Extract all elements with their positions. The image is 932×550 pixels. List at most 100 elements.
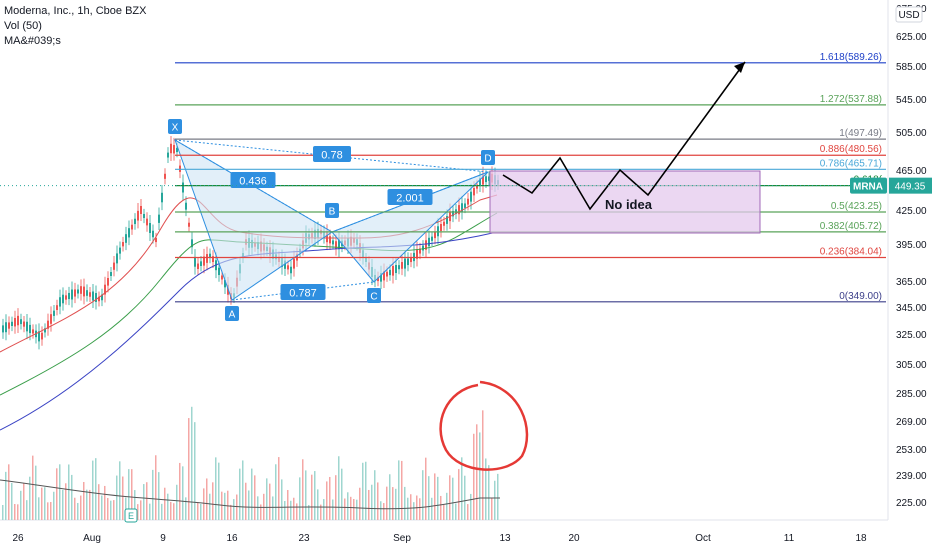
candle-body xyxy=(200,261,202,266)
volume-bar xyxy=(11,482,13,520)
candle-body xyxy=(398,265,400,270)
candle-body xyxy=(122,242,124,247)
candle-body xyxy=(26,321,28,332)
candle-body xyxy=(182,182,184,193)
volume-bar xyxy=(113,500,115,520)
candle-body xyxy=(20,319,22,325)
candle-body xyxy=(50,314,52,324)
candle-body xyxy=(212,256,214,263)
candle-body xyxy=(422,245,424,251)
volume-bar xyxy=(197,502,199,520)
volume-bar xyxy=(428,476,430,520)
pattern-point-label: D xyxy=(484,154,491,165)
price-tick-label: 305.00 xyxy=(896,360,927,371)
candle-body xyxy=(401,262,403,269)
volume-bar xyxy=(8,464,10,520)
candle-body xyxy=(485,176,487,183)
volume-bar xyxy=(167,493,169,520)
volume-bar xyxy=(221,491,223,520)
volume-bar xyxy=(110,500,112,520)
pattern-bcd-triangle xyxy=(331,171,489,283)
moving-averages-label[interactable]: MA&#039;s xyxy=(4,35,61,47)
candle-body xyxy=(71,289,73,300)
volume-bar xyxy=(236,494,238,520)
fib-level-label: 0.5(423.25) xyxy=(831,201,882,212)
candle-body xyxy=(170,143,172,154)
volume-bar xyxy=(437,476,439,520)
volume-bar xyxy=(275,464,277,520)
volume-bar xyxy=(380,501,382,520)
candle-body xyxy=(380,273,382,282)
fib-level-label: 1.618(589.26) xyxy=(820,52,882,63)
volume-bar xyxy=(17,504,19,520)
pattern-point-label: B xyxy=(329,207,336,218)
volume-bar xyxy=(29,476,31,520)
price-tick-label: 325.00 xyxy=(896,330,927,341)
candle-body xyxy=(23,321,25,327)
volume-bar xyxy=(440,495,442,520)
volume-bar xyxy=(143,484,145,520)
candle-body xyxy=(176,147,178,153)
volume-bar xyxy=(149,503,151,520)
candle-body xyxy=(167,152,169,158)
candle-body xyxy=(41,332,43,340)
candle-body xyxy=(137,210,139,221)
fib-level-label: 0(349.00) xyxy=(839,291,882,302)
candle-body xyxy=(59,297,61,307)
volume-bar xyxy=(314,471,316,520)
volume-bar xyxy=(386,486,388,520)
volume-bar xyxy=(425,457,427,520)
candle-body xyxy=(473,187,475,196)
candle-body xyxy=(107,278,109,286)
time-tick-label: Oct xyxy=(695,533,711,544)
candle-body xyxy=(29,324,31,334)
volume-bar xyxy=(152,469,154,520)
volume-bar xyxy=(230,504,232,520)
candle-body xyxy=(290,266,292,274)
candle-body xyxy=(425,240,427,250)
candle-body xyxy=(482,174,484,185)
volume-bars-group xyxy=(2,406,499,520)
price-tick-label: 425.00 xyxy=(896,206,927,217)
candle-body xyxy=(458,205,460,215)
volume-bar xyxy=(482,410,484,520)
volume-bar xyxy=(326,481,328,520)
volume-bar xyxy=(401,460,403,520)
projection-path xyxy=(502,61,746,211)
volume-bar xyxy=(374,470,376,520)
last-price-badge xyxy=(889,177,932,194)
volume-bar xyxy=(341,468,343,520)
volume-bar xyxy=(320,504,322,520)
volume-bar xyxy=(359,487,361,520)
earnings-event-icon: E xyxy=(128,511,134,521)
volume-bar xyxy=(71,474,73,520)
volume-bar xyxy=(257,496,259,520)
time-tick-label: Sep xyxy=(393,533,411,544)
volume-bar xyxy=(248,490,250,520)
candle-body xyxy=(440,224,442,231)
candle-body xyxy=(47,320,49,329)
volume-bar xyxy=(92,460,94,520)
volume-bar xyxy=(476,424,478,520)
candle-body xyxy=(293,258,295,269)
candle-body xyxy=(149,223,151,233)
volume-indicator-label[interactable]: Vol (50) xyxy=(4,20,42,32)
candle-body xyxy=(428,237,430,247)
volume-bar xyxy=(14,504,16,520)
price-tick-label: 285.00 xyxy=(896,389,927,400)
volume-bar xyxy=(254,475,256,520)
candle-body xyxy=(164,173,166,179)
volume-bar xyxy=(65,483,67,520)
volume-bar xyxy=(209,493,211,520)
fib-level-label: 0.236(384.04) xyxy=(820,247,882,258)
projection-box xyxy=(489,170,761,234)
currency-label: USD xyxy=(898,10,919,21)
volume-bar xyxy=(479,432,481,520)
volume-bar xyxy=(203,488,205,520)
volume-bar xyxy=(245,482,247,520)
ratio-badge xyxy=(313,146,351,162)
volume-bar xyxy=(119,461,121,520)
volume-bar xyxy=(134,490,136,520)
